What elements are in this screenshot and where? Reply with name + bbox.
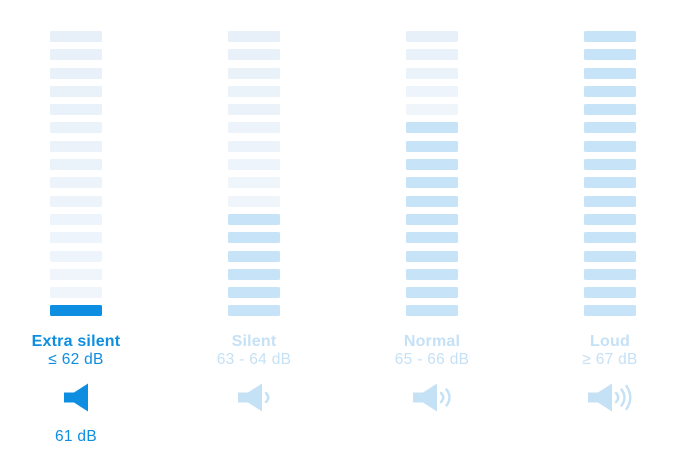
option-name: Silent: [231, 333, 277, 351]
level-bar-pale: [406, 104, 458, 116]
level-bar-filled: [228, 232, 280, 244]
level-bar-filled: [584, 159, 636, 171]
level-bar-active: [50, 305, 102, 317]
level-bar-pale: [50, 67, 102, 79]
level-bar-filled: [228, 250, 280, 262]
level-bar-filled: [584, 31, 636, 42]
level-bar-filled: [584, 213, 636, 225]
level-bar-filled: [584, 250, 636, 262]
level-bar-filled: [406, 177, 458, 189]
level-bar-pale: [50, 177, 102, 189]
level-bar-pale: [228, 31, 280, 42]
level-bar-filled: [406, 122, 458, 134]
noise-level-columns: Extra silent ≤ 62 dB 61 dB Silent 63 - 6…: [0, 0, 699, 445]
level-bar-pale: [228, 177, 280, 189]
level-bar-pale: [50, 232, 102, 244]
level-bar-filled: [406, 159, 458, 171]
level-bar-filled: [584, 122, 636, 134]
level-bar-filled: [406, 250, 458, 262]
option-db-range: ≥ 67 dB: [582, 351, 638, 369]
level-bar-pale: [228, 140, 280, 152]
level-bar-filled: [584, 49, 636, 61]
level-bar-filled: [406, 287, 458, 299]
level-bar-pale: [50, 287, 102, 299]
level-bar-pale: [406, 49, 458, 61]
level-bar-pale: [228, 67, 280, 79]
level-bar-stack: [228, 31, 280, 317]
level-bar-filled: [406, 195, 458, 207]
level-bar-pale: [50, 268, 102, 280]
level-bar-pale: [50, 31, 102, 42]
level-bar-stack: [406, 31, 458, 317]
level-bar-filled: [584, 85, 636, 97]
level-bar-filled: [406, 213, 458, 225]
level-bar-pale: [50, 250, 102, 262]
level-bar-pale: [50, 122, 102, 134]
level-bar-filled: [406, 268, 458, 280]
level-bar-filled: [406, 232, 458, 244]
level-bar-pale: [50, 140, 102, 152]
level-bar-pale: [50, 159, 102, 171]
noise-level-option-normal[interactable]: Normal 65 - 66 dB: [343, 0, 521, 445]
level-bar-filled: [584, 232, 636, 244]
noise-level-option-loud[interactable]: Loud ≥ 67 dB: [521, 0, 699, 445]
option-db-range: ≤ 62 dB: [48, 351, 104, 369]
level-bar-pale: [228, 104, 280, 116]
option-name: Extra silent: [31, 333, 121, 351]
level-bar-stack: [50, 31, 102, 317]
level-bar-pale: [50, 213, 102, 225]
speaker-icon: [63, 383, 89, 412]
level-bar-filled: [584, 67, 636, 79]
level-bar-pale: [50, 104, 102, 116]
speaker-three-waves-icon: [588, 383, 632, 412]
level-bar-pale: [406, 85, 458, 97]
noise-level-option-silent[interactable]: Silent 63 - 64 dB: [165, 0, 343, 445]
noise-level-option-extra-silent[interactable]: Extra silent ≤ 62 dB 61 dB: [0, 0, 165, 445]
level-bar-filled: [584, 305, 636, 317]
level-bar-pale: [228, 85, 280, 97]
option-name: Normal: [403, 333, 461, 351]
level-bar-pale: [406, 67, 458, 79]
speaker-two-waves-icon: [413, 383, 451, 412]
level-bar-filled: [584, 195, 636, 207]
level-bar-filled: [584, 140, 636, 152]
level-bar-filled: [584, 268, 636, 280]
level-bar-pale: [50, 49, 102, 61]
level-bar-filled: [406, 305, 458, 317]
current-db-value: 61 dB: [54, 428, 97, 446]
level-bar-filled: [228, 305, 280, 317]
speaker-one-wave-icon: [238, 383, 270, 412]
level-bar-filled: [228, 268, 280, 280]
level-bar-pale: [228, 49, 280, 61]
level-bar-filled: [406, 140, 458, 152]
level-bar-filled: [584, 287, 636, 299]
option-name: Loud: [590, 333, 630, 351]
option-db-range: 65 - 66 dB: [394, 351, 470, 369]
level-bar-pale: [50, 85, 102, 97]
level-bar-pale: [228, 195, 280, 207]
level-bar-filled: [584, 104, 636, 116]
level-bar-pale: [228, 159, 280, 171]
level-bar-filled: [228, 287, 280, 299]
level-bar-filled: [584, 177, 636, 189]
level-bar-filled: [228, 213, 280, 225]
level-bar-pale: [406, 31, 458, 42]
level-bar-pale: [228, 122, 280, 134]
level-bar-stack: [584, 31, 636, 317]
option-db-range: 63 - 64 dB: [216, 351, 292, 369]
level-bar-pale: [50, 195, 102, 207]
